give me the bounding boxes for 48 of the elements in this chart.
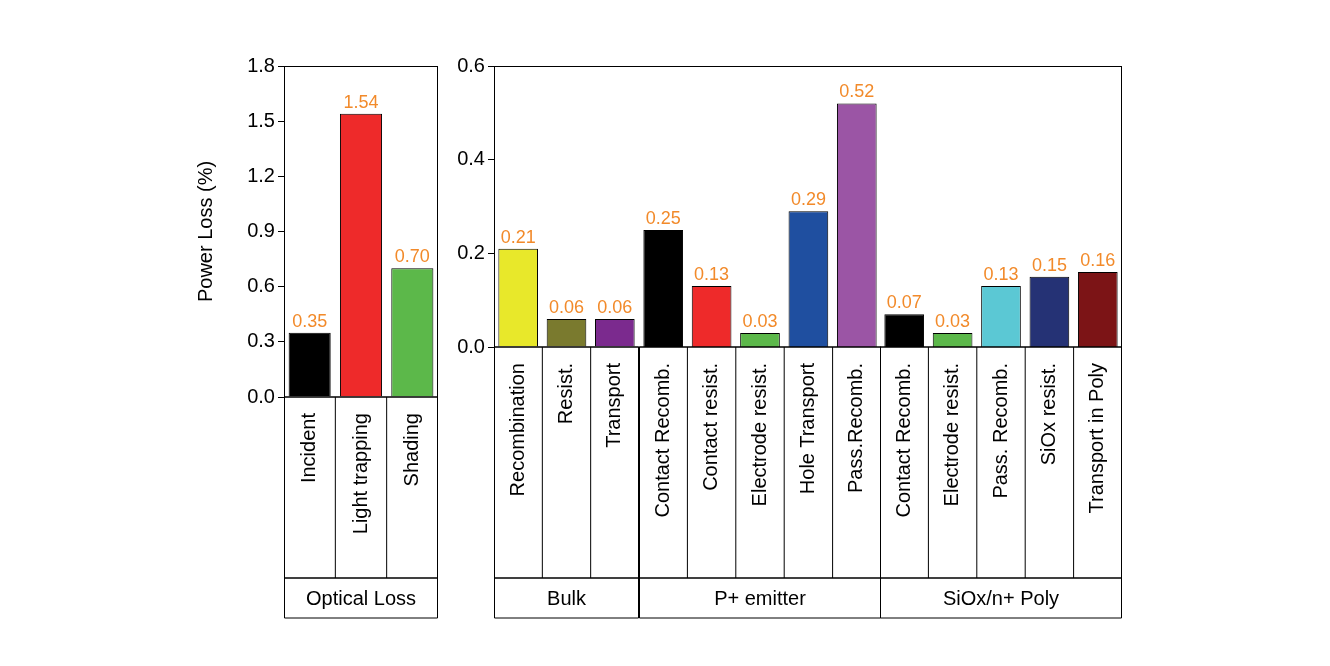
text: Bulk — [547, 586, 587, 609]
y-tick-label: 1.5 — [247, 108, 275, 131]
x-tick-label: SiOx resist. — [1037, 363, 1060, 466]
y-tick-label: 0.9 — [247, 219, 275, 242]
data-label: 0.03 — [935, 310, 971, 331]
data-label: 1.54 — [343, 91, 379, 112]
x-tick-label: Electrode resist. — [940, 363, 963, 507]
data-label: 0.25 — [645, 207, 681, 228]
x-tick-label: Transport — [602, 362, 625, 448]
y-axis-title: Power Loss (%) — [193, 160, 216, 303]
data-label: 0.13 — [694, 264, 730, 285]
y-tick-label: 1.8 — [247, 53, 275, 76]
data-label: 0.29 — [790, 189, 826, 210]
y-tick-label: 0.4 — [457, 147, 485, 170]
x-tick-label: Transport in Poly — [1085, 363, 1108, 514]
y-tick-label: 0.6 — [247, 274, 275, 297]
x-tick-label: Hole Transport — [795, 362, 818, 495]
text: SiOx/n+ Poly — [943, 586, 1060, 609]
data-label: 0.13 — [983, 264, 1019, 285]
data-label: 0.70 — [394, 246, 430, 267]
y-tick-label: 0.0 — [457, 334, 485, 357]
data-label: 0.03 — [742, 310, 778, 331]
data-label: 0.06 — [548, 296, 585, 317]
x-tick-label: Resist. — [554, 363, 577, 425]
x-tick-label: Pass. Recomb. — [988, 363, 1011, 499]
x-tick-label: Light trapping — [348, 413, 371, 535]
data-label: 0.07 — [887, 292, 923, 313]
y-tick-label: 0.6 — [457, 53, 485, 76]
y-tick-label: 0.3 — [247, 329, 275, 352]
text: Optical Loss — [305, 586, 417, 609]
data-label: 0.35 — [292, 310, 328, 331]
x-tick-label: Contact Recomb. — [650, 363, 673, 518]
x-tick-label: Recombination — [505, 363, 528, 497]
data-label: 0.52 — [839, 81, 875, 102]
data-label: 0.15 — [1032, 254, 1068, 275]
x-tick-label: Incident — [297, 412, 320, 484]
x-tick-label: Contact Recomb. — [892, 363, 915, 518]
x-tick-label: Pass.Recomb. — [844, 363, 867, 494]
x-tick-label: Shading — [399, 413, 422, 487]
x-tick-label: Electrode resist. — [747, 363, 770, 507]
text: P+ emitter — [714, 586, 807, 609]
data-label: 0.06 — [597, 296, 633, 317]
data-label: 0.21 — [500, 226, 536, 247]
x-tick-label: Contact resist. — [699, 363, 722, 491]
y-tick-label: 0.2 — [457, 240, 485, 263]
y-tick-label: 1.2 — [247, 163, 275, 186]
data-label: 0.16 — [1080, 250, 1116, 271]
y-tick-label: 0.0 — [247, 384, 275, 407]
